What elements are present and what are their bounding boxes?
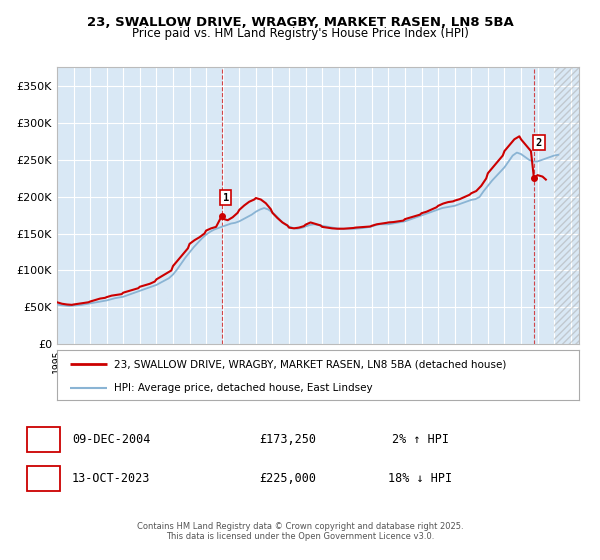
Text: 09-DEC-2004: 09-DEC-2004 <box>72 433 150 446</box>
Bar <box>554 67 587 344</box>
Text: 1: 1 <box>223 193 229 203</box>
Text: 2: 2 <box>536 138 542 148</box>
Text: £173,250: £173,250 <box>260 433 317 446</box>
Text: Price paid vs. HM Land Registry's House Price Index (HPI): Price paid vs. HM Land Registry's House … <box>131 27 469 40</box>
Text: Contains HM Land Registry data © Crown copyright and database right 2025.: Contains HM Land Registry data © Crown c… <box>137 522 463 531</box>
Text: 1: 1 <box>40 433 47 446</box>
Text: 23, SWALLOW DRIVE, WRAGBY, MARKET RASEN, LN8 5BA: 23, SWALLOW DRIVE, WRAGBY, MARKET RASEN,… <box>86 16 514 29</box>
Text: 2% ↑ HPI: 2% ↑ HPI <box>392 433 449 446</box>
Text: HPI: Average price, detached house, East Lindsey: HPI: Average price, detached house, East… <box>115 383 373 393</box>
Text: £225,000: £225,000 <box>260 472 317 486</box>
Text: 18% ↓ HPI: 18% ↓ HPI <box>388 472 452 486</box>
Text: 23, SWALLOW DRIVE, WRAGBY, MARKET RASEN, LN8 5BA (detached house): 23, SWALLOW DRIVE, WRAGBY, MARKET RASEN,… <box>115 359 507 369</box>
Text: This data is licensed under the Open Government Licence v3.0.: This data is licensed under the Open Gov… <box>166 532 434 541</box>
Text: 13-OCT-2023: 13-OCT-2023 <box>72 472 150 486</box>
Text: 2: 2 <box>40 472 47 486</box>
